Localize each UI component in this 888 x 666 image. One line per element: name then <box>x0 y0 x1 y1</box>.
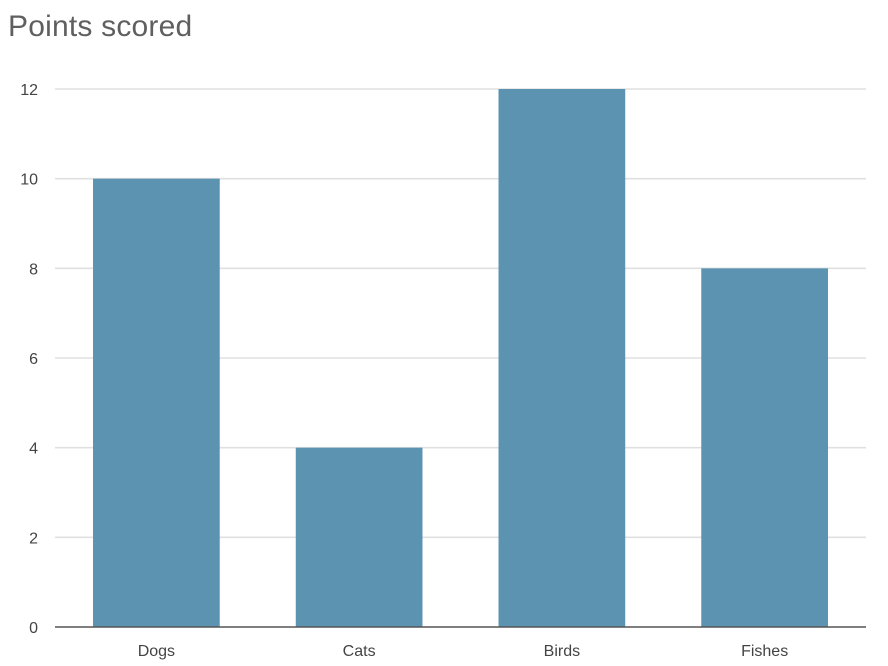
x-tick-labels: Dogs Cats Birds Fishes <box>138 643 788 660</box>
y-tick-label: 2 <box>29 530 38 547</box>
chart-title: Points scored <box>8 10 193 43</box>
bar-birds <box>498 89 626 627</box>
bar-cats <box>295 447 423 627</box>
x-tick-label: Dogs <box>138 643 175 660</box>
y-tick-label: 0 <box>29 620 38 637</box>
y-tick-label: 4 <box>29 441 38 458</box>
x-tick-label: Birds <box>544 643 580 660</box>
y-tick-label: 6 <box>29 351 38 368</box>
bar-dogs <box>93 178 220 627</box>
bar-fishes <box>701 268 828 627</box>
x-tick-label: Fishes <box>741 643 788 660</box>
y-tick-label: 8 <box>29 261 38 278</box>
y-tick-labels: 0 2 4 6 8 10 12 <box>20 82 38 637</box>
bars <box>93 89 828 627</box>
x-tick-label: Cats <box>343 643 376 660</box>
y-tick-label: 10 <box>20 172 38 189</box>
y-tick-label: 12 <box>20 82 38 99</box>
